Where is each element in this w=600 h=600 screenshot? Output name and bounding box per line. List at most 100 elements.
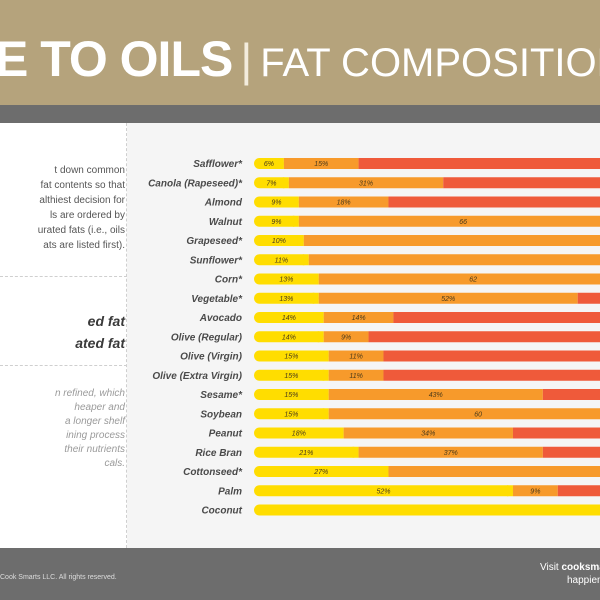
- data-label: 52%: [376, 488, 390, 495]
- intro-line: urated fats (i.e., oils: [37, 225, 125, 236]
- bar-segment-1: [303, 235, 600, 246]
- bar-segment-fill: [292, 215, 299, 227]
- bar-segment-0: [254, 389, 329, 400]
- bar-segment-0: [254, 312, 324, 323]
- bar-segment-0: [254, 254, 309, 266]
- data-label: 10%: [272, 238, 286, 245]
- bar-segment-1: [388, 466, 600, 477]
- bar-segment-1: [328, 369, 384, 381]
- category-label: Soybean: [200, 409, 242, 420]
- bar-segment-2: [383, 350, 600, 362]
- bar-segment-0: [254, 427, 344, 439]
- data-label: 15%: [284, 392, 298, 399]
- data-label: 15%: [284, 411, 298, 418]
- intro-line: t down common: [54, 165, 125, 176]
- bar-segment-fill: [337, 427, 344, 439]
- intro-line: althiest decision for: [39, 195, 125, 206]
- bar-segment-1: [323, 312, 394, 323]
- bar-segment-fill: [322, 389, 329, 400]
- bar-segment-1: [298, 215, 600, 227]
- bar-segment-1: [328, 389, 543, 400]
- data-label: 13%: [279, 296, 293, 303]
- data-label: 34%: [421, 431, 435, 438]
- data-label: 27%: [313, 469, 328, 476]
- bar-segment-fill: [292, 196, 299, 208]
- bar-segment-1: [288, 177, 444, 189]
- category-label: Sunflower*: [190, 255, 243, 266]
- category-label: Rice Bran: [195, 448, 242, 459]
- category-label: Grapeseed*: [186, 236, 243, 247]
- refined-oil-note: n refined, which heaper and a longer she…: [0, 387, 127, 471]
- bar-segment-2: [383, 369, 600, 381]
- category-label: Avocado: [199, 313, 242, 324]
- bar-segment-fill: [506, 485, 513, 497]
- header-title-row: E TO OILS|FAT COMPOSITION OF COOK: [0, 30, 600, 88]
- bar-segment-1: [318, 292, 578, 304]
- category-label: Olive (Extra Virgin): [152, 371, 242, 382]
- bar-segment-0: [254, 350, 329, 362]
- data-label: 15%: [284, 373, 298, 380]
- bar-segment-0: [254, 292, 319, 304]
- section-divider: [0, 276, 127, 277]
- data-label: 37%: [444, 450, 458, 457]
- category-label: Vegetable*: [191, 294, 243, 305]
- data-label: 15%: [284, 354, 298, 361]
- title-separator: |: [240, 34, 253, 86]
- bar-segment-2: [577, 292, 600, 304]
- visit-link[interactable]: Visit cooksma: [540, 562, 600, 573]
- category-label: Cottonseed*: [183, 467, 243, 478]
- intro-line: ats are listed first).: [43, 240, 125, 251]
- bar-segment-1: [328, 350, 384, 362]
- intro-line: fat contents so that: [40, 180, 126, 191]
- header-divider-bar: [0, 105, 600, 123]
- note-line: n refined, which: [54, 388, 125, 399]
- bar-segment-1: [323, 331, 369, 343]
- section-divider: [0, 365, 127, 366]
- bar-segment-1: [283, 158, 359, 169]
- data-label: 9%: [341, 334, 351, 341]
- data-label: 21%: [298, 450, 313, 457]
- data-label: 11%: [275, 257, 289, 264]
- data-label: 9%: [271, 219, 281, 226]
- category-label: Olive (Virgin): [180, 352, 243, 363]
- bar-segment-1: [318, 273, 600, 285]
- bar-segment-fill: [322, 350, 329, 362]
- note-line: ining process: [66, 430, 125, 441]
- bar-segment-2: [443, 177, 600, 189]
- footer-tagline: happien: [567, 575, 600, 586]
- copyright-text: Cook Smarts LLC. All rights reserved.: [0, 574, 117, 581]
- data-label: 18%: [337, 200, 351, 207]
- panel-divider: [126, 123, 127, 548]
- bar-segment-0: [254, 177, 289, 189]
- intro-line: ls are ordered by: [49, 210, 125, 221]
- data-label: 9%: [530, 488, 540, 495]
- bar-segment-0: [254, 158, 284, 169]
- bar-segment-fill: [382, 466, 389, 477]
- category-label: Sesame*: [200, 390, 243, 401]
- legend-item-saturated: ed fat: [87, 313, 125, 329]
- data-label: 11%: [349, 373, 363, 380]
- bar-segment-0: [254, 273, 319, 285]
- legend: ed fat ated fat: [0, 310, 127, 354]
- bar-segment-fill: [277, 158, 284, 169]
- category-label: Almond: [204, 198, 243, 209]
- page-title: E TO OILS: [0, 31, 233, 87]
- category-label: Walnut: [209, 217, 243, 228]
- bar-segment-fill: [317, 331, 324, 343]
- visit-brand: cooksma: [561, 562, 600, 573]
- data-label: 66: [459, 219, 467, 226]
- data-label: 43%: [429, 392, 443, 399]
- bar-segment-2: [358, 158, 600, 169]
- bar-segment-2: [393, 312, 600, 323]
- data-label: 11%: [349, 354, 363, 361]
- header-banner: E TO OILS|FAT COMPOSITION OF COOK: [0, 0, 600, 105]
- legend-item-unsaturated: ated fat: [75, 335, 125, 351]
- bar-segment-fill: [352, 446, 359, 458]
- footer: Cook Smarts LLC. All rights reserved. Vi…: [0, 548, 600, 600]
- category-label: Palm: [218, 486, 242, 497]
- bar-segment-0: [254, 235, 304, 246]
- bar-segment-fill: [312, 273, 319, 285]
- bar-segment-fill: [317, 312, 324, 323]
- bar-segment-1: [308, 254, 600, 266]
